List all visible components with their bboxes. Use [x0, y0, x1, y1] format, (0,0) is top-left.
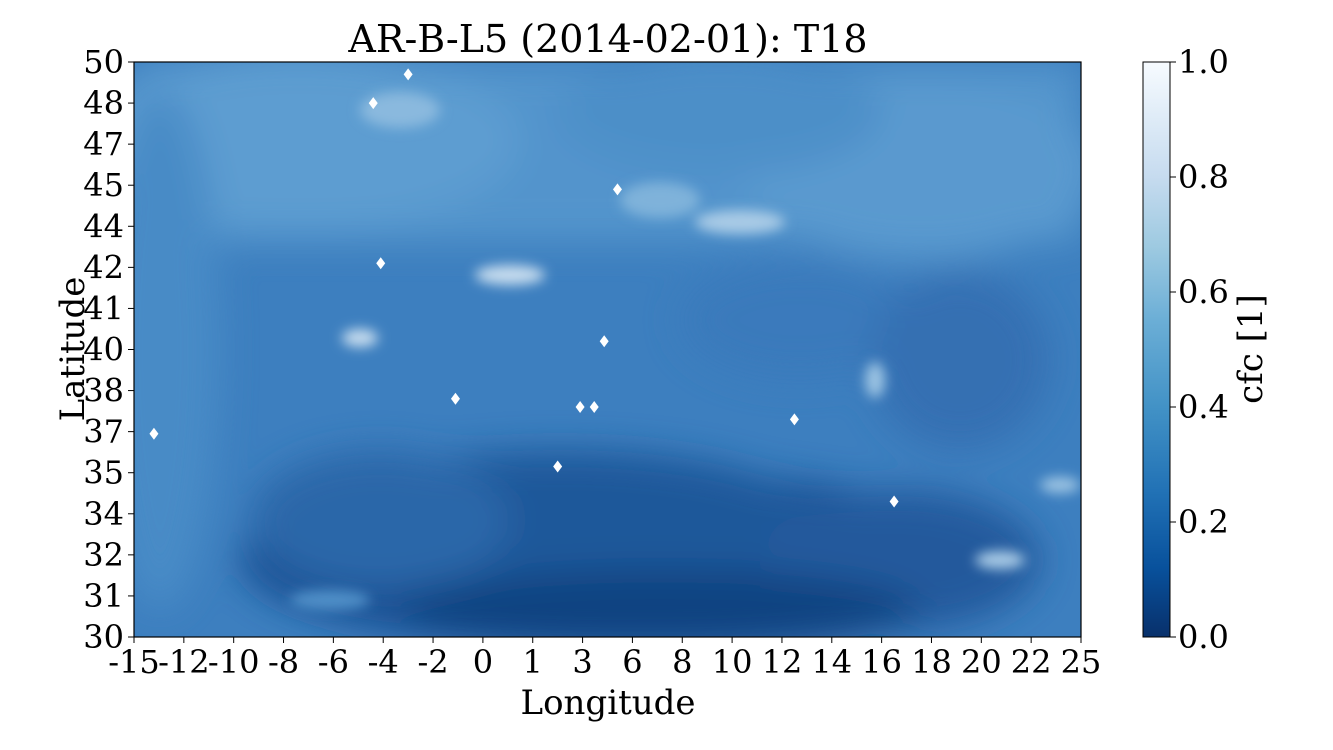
colorbar-ticks: 0.0 0.2 0.4 0.6 0.8 1.0: [1170, 43, 1229, 656]
station-marker: [403, 68, 413, 81]
station-marker: [450, 392, 460, 405]
y-tick-label: 48: [83, 84, 124, 122]
x-tick-label: 12: [762, 643, 803, 681]
station-marker: [599, 335, 609, 348]
x-tick-label: -10: [208, 643, 260, 681]
y-tick-label: 38: [83, 372, 124, 410]
y-tick-label: 31: [83, 577, 124, 615]
colorbar: [1142, 61, 1171, 638]
y-tick-label: 45: [83, 166, 124, 204]
colorbar-tick-label: 1.0: [1178, 43, 1229, 81]
colorbar-label: cfc [1]: [1231, 294, 1271, 404]
y-tick-label: 50: [83, 43, 124, 81]
x-tick-label: -4: [368, 643, 399, 681]
station-marker: [368, 97, 378, 110]
x-tick-label: -12: [158, 643, 210, 681]
station-marker: [789, 413, 799, 426]
cloud-fraction-heatmap: [134, 62, 1081, 637]
colorbar-tick-label: 0.2: [1178, 503, 1229, 541]
y-tick-label: 47: [83, 125, 124, 163]
x-tick-label: 0: [473, 643, 493, 681]
x-axis-label: Longitude: [520, 683, 695, 723]
x-tick-label: -15: [108, 643, 160, 681]
y-tick-label: 42: [83, 248, 124, 286]
x-tick-label: 3: [572, 643, 592, 681]
colorbar-tick-label: 0.8: [1178, 158, 1229, 196]
x-tick-label: 8: [672, 643, 692, 681]
y-tick-label: 37: [83, 413, 124, 451]
y-tick-label: 44: [83, 207, 124, 245]
x-tick-label: 16: [861, 643, 902, 681]
y-tick-label: 30: [83, 618, 124, 656]
x-tick-label: 6: [622, 643, 642, 681]
x-tick-label: 25: [1061, 643, 1102, 681]
y-tick-label: 41: [83, 289, 124, 327]
station-marker: [612, 183, 622, 196]
x-tick-label: -8: [268, 643, 299, 681]
station-marker: [553, 460, 563, 473]
y-tick-label: 40: [83, 331, 124, 369]
x-tick-label: 20: [961, 643, 1002, 681]
y-tick-label: 34: [83, 495, 124, 533]
station-marker: [589, 401, 599, 413]
x-tick-label: 10: [712, 643, 753, 681]
station-marker: [575, 401, 585, 413]
x-tick-label: 14: [811, 643, 852, 681]
colorbar-tick-label: 0.4: [1178, 388, 1229, 426]
y-tick-label: 35: [83, 454, 124, 492]
station-marker: [376, 257, 386, 270]
x-tick-label: 22: [1011, 643, 1052, 681]
chart-title: AR-B-L5 (2014-02-01): T18: [347, 17, 867, 61]
x-tick-label: -6: [318, 643, 349, 681]
x-axis: -15-12-10 -8 -6 -4 -2 0 1 3 6 8 10 12 14 16 18 20 22 25: [108, 637, 1101, 681]
y-tick-label: 32: [83, 536, 124, 574]
colorbar-tick-label: 0.0: [1178, 618, 1229, 656]
colorbar-tick-label: 0.6: [1178, 273, 1229, 311]
x-tick-label: -2: [417, 643, 448, 681]
x-tick-label: 1: [523, 643, 543, 681]
station-marker: [889, 495, 899, 508]
station-markers: [149, 68, 899, 508]
x-tick-label: 18: [911, 643, 952, 681]
y-axis-label: Latitude: [53, 277, 93, 422]
station-marker: [149, 427, 159, 440]
